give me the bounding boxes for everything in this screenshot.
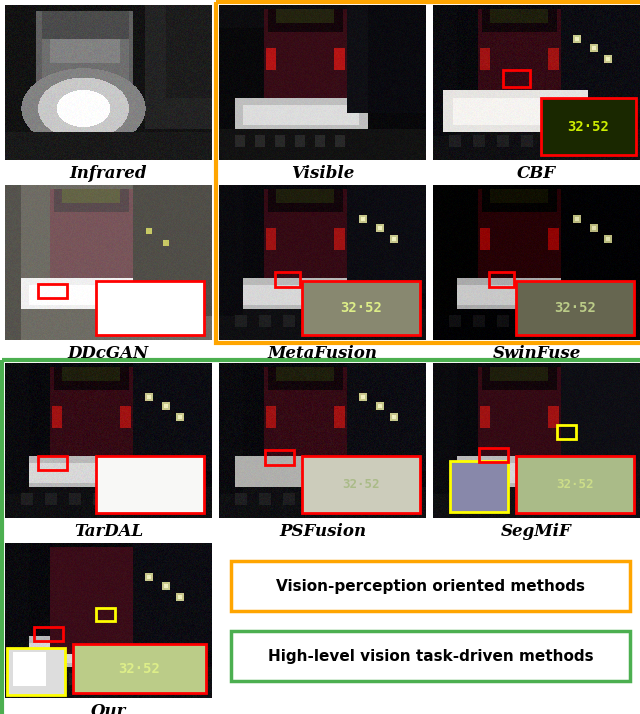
Bar <box>231 631 630 681</box>
Text: 32·52: 32·52 <box>567 120 609 134</box>
Bar <box>479 448 508 462</box>
Bar <box>264 450 294 466</box>
Text: MetaFusion: MetaFusion <box>268 346 378 363</box>
Text: Our: Our <box>91 703 126 714</box>
Text: High-level vision task-driven methods: High-level vision task-driven methods <box>268 648 593 663</box>
Bar <box>216 2 640 343</box>
Bar <box>34 627 63 640</box>
Text: 32·52: 32·52 <box>340 301 381 315</box>
Text: DDcGAN: DDcGAN <box>68 346 149 363</box>
Bar <box>557 425 576 439</box>
Bar <box>302 456 420 513</box>
Bar <box>74 644 206 693</box>
Bar <box>541 98 636 156</box>
Bar <box>489 272 514 287</box>
Bar <box>7 648 65 695</box>
Text: PSFusion: PSFusion <box>279 523 366 540</box>
Bar <box>449 461 508 512</box>
Text: 32·52: 32·52 <box>118 662 161 675</box>
Text: SegMiF: SegMiF <box>501 523 572 540</box>
Bar <box>96 608 115 620</box>
Text: Vision-perception oriented methods: Vision-perception oriented methods <box>276 578 585 593</box>
Text: Visible: Visible <box>291 166 354 183</box>
Bar <box>38 284 67 298</box>
Text: 32·52: 32·52 <box>342 478 380 491</box>
Bar <box>504 70 531 87</box>
Text: 32·52: 32·52 <box>554 301 596 315</box>
Bar <box>13 651 46 685</box>
Bar <box>516 281 634 336</box>
Text: TarDAL: TarDAL <box>74 523 143 540</box>
Bar <box>96 456 204 513</box>
Bar <box>96 281 204 336</box>
Text: Infrared: Infrared <box>70 166 147 183</box>
Bar <box>516 456 634 513</box>
Text: 32·52: 32·52 <box>556 478 593 491</box>
Bar <box>231 561 630 611</box>
Bar <box>38 456 67 470</box>
Text: CBF: CBF <box>517 166 556 183</box>
Bar <box>2 360 640 714</box>
Bar <box>302 281 420 336</box>
Bar <box>275 272 300 287</box>
Text: SwinFuse: SwinFuse <box>492 346 580 363</box>
